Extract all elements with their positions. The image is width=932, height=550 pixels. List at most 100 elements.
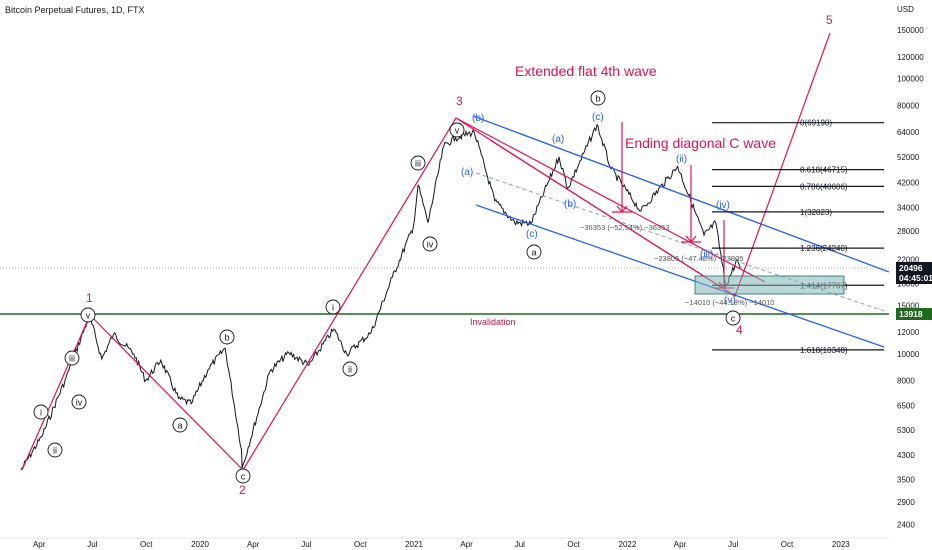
y-tick-label: 42000 <box>897 178 920 187</box>
y-tick-label: 64000 <box>897 128 920 137</box>
wave-circle-iii: iii <box>410 155 426 171</box>
wave-circle-b: b <box>590 90 606 106</box>
wave-circle-v: v <box>80 307 96 323</box>
blue-label-iii: (iii) <box>700 249 713 260</box>
wave-circle-text: iv <box>76 398 83 408</box>
x-tick-label: 2022 <box>619 540 637 549</box>
fib-level-label: 1.618(10348) <box>800 346 848 355</box>
diagonal-lower <box>489 139 736 297</box>
current-price-tag <box>896 262 932 284</box>
wave-circle-c: c <box>725 310 741 326</box>
y-tick-label: 5300 <box>897 426 915 435</box>
wave-circle-text: v <box>455 126 460 136</box>
x-tick-label: 2023 <box>832 540 850 549</box>
wave-circle-v: v <box>449 122 465 138</box>
fib-level-label: 0(69190) <box>800 119 832 128</box>
blue-label-c-left: (c) <box>526 229 538 240</box>
diagonal-upper <box>455 117 766 283</box>
invalidation-price: 13918 <box>899 309 923 319</box>
wave-2-label: 2 <box>239 483 246 497</box>
fib-level-label: 1.236(24240) <box>800 244 848 253</box>
wave-circle-a: a <box>172 417 188 433</box>
ending-diagonal-label: Ending diagonal C wave <box>625 135 776 151</box>
target-zone-box[interactable] <box>694 275 845 295</box>
y-tick-label: 4300 <box>897 451 915 460</box>
y-tick-label: 52000 <box>897 153 920 162</box>
invalidation-price-tag <box>896 308 932 320</box>
price-series-line <box>20 123 741 470</box>
fib-level-label: 1(32823) <box>800 208 832 217</box>
y-tick-label: 10000 <box>897 350 920 359</box>
x-tick-label: Apr <box>460 540 473 549</box>
x-axis-ticks: Apr Jul Oct 2020 Apr Jul Oct 2021 Apr Jul Oct 2022 A… <box>33 540 850 549</box>
wave-circle-text: b <box>224 333 229 343</box>
wave-circle-text: a <box>177 421 182 431</box>
channel-lower <box>475 204 885 348</box>
current-price: 20496 <box>899 263 923 273</box>
blue-label-a-left: (a) <box>461 167 473 178</box>
x-tick-label: Apr <box>674 540 687 549</box>
blue-label-v: (v) <box>724 295 736 306</box>
wave-circle-text: ii <box>348 365 352 375</box>
channel-upper <box>472 115 890 273</box>
y-tick-label: 22000 <box>897 256 920 265</box>
y-tick-label: 120000 <box>897 53 924 62</box>
y-tick-label: 2400 <box>897 521 915 530</box>
y-tick-label: 15000 <box>897 302 920 311</box>
wave-4-label: 4 <box>736 323 743 337</box>
x-tick-label: 2020 <box>191 540 209 549</box>
x-tick-label: Jul <box>515 540 525 549</box>
y-tick-label: 150000 <box>897 26 924 35</box>
wave-circle-ii: ii <box>342 361 358 377</box>
wave-circle-a: a <box>526 244 542 260</box>
measure-text-3: −14010 (−44.18%) −14010 <box>685 298 774 307</box>
blue-label-b-top: (b) <box>472 113 484 124</box>
invalidation-label: Invalidation <box>470 317 516 327</box>
wave-circle-text: iv <box>427 240 434 250</box>
x-tick-label: Jul <box>301 540 311 549</box>
countdown: 04:45:01 <box>899 273 932 283</box>
x-tick-label: Apr <box>247 540 260 549</box>
wave-circle-iii: iii <box>64 350 80 366</box>
y-tick-label: 18000 <box>897 280 920 289</box>
wave-circle-text: c <box>241 472 246 482</box>
x-tick-label: Oct <box>140 540 153 549</box>
blue-label-ii: (ii) <box>676 154 687 165</box>
x-tick-label: Jul <box>728 540 738 549</box>
wave-circle-text: iii <box>415 159 421 169</box>
wave-1-label: 1 <box>86 291 93 305</box>
wave-circle-text: iii <box>69 354 75 364</box>
x-tick-label: 2021 <box>405 540 423 549</box>
axis-unit: USD <box>897 5 914 14</box>
wave-3-label: 3 <box>456 94 463 108</box>
y-tick-label: 28000 <box>897 227 920 236</box>
y-tick-label: 80000 <box>897 101 920 110</box>
impulse-wave-lines <box>21 32 831 471</box>
y-tick-label: 6500 <box>897 402 915 411</box>
wave-circle-ii: ii <box>47 442 63 458</box>
wave-circle-text: v <box>86 311 91 321</box>
y-axis-ticks: 150000 120000 100000 80000 64000 52000 42000 34… <box>897 26 924 530</box>
wave-circle-b: b <box>219 329 235 345</box>
wave-circle-i: i <box>325 299 341 315</box>
blue-label-iv: (iv) <box>716 200 730 211</box>
fib-level-label: 0.618(46715) <box>800 166 848 175</box>
wave-circle-text: i <box>40 408 42 418</box>
wave-circle-text: i <box>332 303 334 313</box>
y-tick-label: 100000 <box>897 75 924 84</box>
x-tick-label: Apr <box>33 540 46 549</box>
fib-level-label: 0.786(40606) <box>800 182 848 191</box>
wave-circle-text: ii <box>53 446 57 456</box>
arrowhead-1 <box>616 205 628 213</box>
wave-circle-text: a <box>531 248 536 258</box>
wave-circle-iv: iv <box>422 236 438 252</box>
x-tick-label: Oct <box>354 540 367 549</box>
y-tick-label: 8000 <box>897 377 915 386</box>
y-tick-label: 2900 <box>897 498 915 507</box>
blue-label-c-top: (c) <box>592 112 604 123</box>
x-tick-label: Oct <box>781 540 794 549</box>
measure-text-2: −23805 (−47.48%) −23805 <box>654 254 743 263</box>
measure-text-1: −36353 (−52.54%) −36353 <box>580 223 669 232</box>
x-tick-label: Jul <box>87 540 97 549</box>
